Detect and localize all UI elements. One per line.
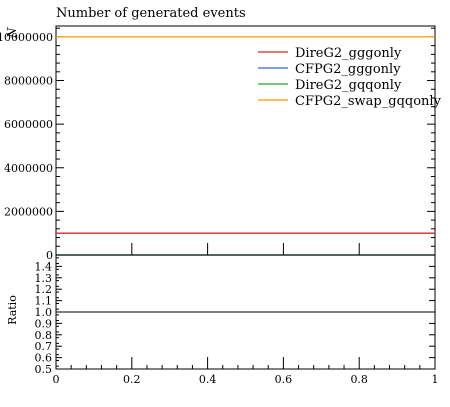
legend: DireG2_gggonlyCFPG2_gggonlyDireG2_gqqonl… (258, 46, 442, 109)
legend-label-1: CFPG2_gggonly (295, 62, 401, 77)
ratio-y-tick-label: 0.6 (35, 352, 53, 365)
x-tick-label: 0.6 (275, 373, 293, 386)
x-tick-label: 0.8 (350, 373, 368, 386)
ratio-y-tick-label: 1.1 (35, 295, 53, 308)
main-y-tick-label: 0 (46, 249, 53, 262)
ratio-y-tick-label: 0.7 (35, 340, 53, 353)
ratio-axis-label: Ratio (6, 295, 19, 325)
ratio-y-tick-label: 1.3 (35, 272, 53, 285)
chart-title: Number of generated events (56, 6, 246, 21)
ratio-y-tick-label: 0.9 (35, 317, 53, 330)
x-tick-label: 0.4 (199, 373, 217, 386)
main-y-tick-label: 4000000 (4, 162, 53, 175)
x-tick-label: 0 (53, 373, 60, 386)
legend-label-3: CFPG2_swap_gqqonly (295, 94, 442, 109)
main-y-tick-label: 10000000 (0, 31, 53, 44)
legend-label-2: DireG2_gqqonly (295, 78, 402, 93)
ratio-y-tick-label: 0.8 (35, 329, 53, 342)
legend-label-0: DireG2_gggonly (295, 46, 402, 61)
x-tick-label: 0.2 (123, 373, 141, 386)
main-y-tick-label: 6000000 (4, 118, 53, 131)
main-y-tick-label: 2000000 (4, 205, 53, 218)
ratio-y-tick-label: 1.0 (35, 306, 53, 319)
main-y-tick-label: 8000000 (4, 75, 53, 88)
y-axis-label: N (5, 27, 19, 39)
ratio-y-tick-label: 1.4 (35, 260, 53, 273)
ratio-panel: 0.50.60.70.80.91.01.11.21.31.40 0.2 0.4 0.6… (35, 254, 439, 386)
ratio-y-tick-label: 1.2 (35, 283, 53, 296)
x-tick-label: 1 (432, 373, 439, 386)
ratio-y-tick-label: 0.5 (35, 363, 53, 376)
